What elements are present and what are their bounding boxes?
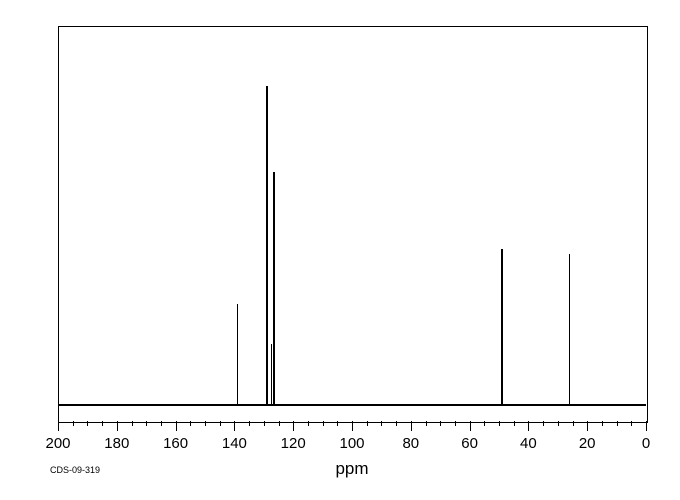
tick-minor — [381, 421, 382, 426]
tick-minor — [102, 421, 103, 426]
tick-label: 80 — [402, 435, 419, 452]
tick-minor — [455, 421, 456, 426]
tick-major — [587, 421, 588, 431]
tick-label: 100 — [339, 435, 364, 452]
spectrum-peak — [273, 172, 275, 404]
spectrum-baseline — [58, 404, 646, 406]
tick-minor — [279, 421, 280, 426]
spectrum-peak — [569, 254, 571, 404]
tick-label: 140 — [222, 435, 247, 452]
spectrum-peak — [501, 249, 503, 404]
spectrum-peak — [271, 344, 272, 404]
tick-label: 180 — [104, 435, 129, 452]
tick-label: 0 — [642, 435, 650, 452]
tick-major — [352, 421, 353, 431]
spectrum-container: 0 20 40 60 80 100 120 140 160 180 200 ppm CDS-09-3… — [0, 0, 680, 500]
tick-minor — [573, 421, 574, 426]
tick-minor — [337, 421, 338, 426]
tick-minor — [558, 421, 559, 426]
tick-minor — [367, 421, 368, 426]
plot-area — [58, 26, 648, 423]
tick-minor — [264, 421, 265, 426]
tick-minor — [484, 421, 485, 426]
tick-label: 20 — [579, 435, 596, 452]
tick-minor — [396, 421, 397, 426]
tick-label: 40 — [520, 435, 537, 452]
tick-minor — [308, 421, 309, 426]
tick-minor — [617, 421, 618, 426]
tick-minor — [249, 421, 250, 426]
tick-minor — [190, 421, 191, 426]
tick-minor — [161, 421, 162, 426]
tick-major — [646, 421, 647, 431]
tick-minor — [146, 421, 147, 426]
tick-major — [117, 421, 118, 431]
tick-minor — [323, 421, 324, 426]
spectrum-peak — [237, 304, 239, 404]
sample-id-label: CDS-09-319 — [50, 465, 100, 475]
tick-minor — [220, 421, 221, 426]
tick-minor — [440, 421, 441, 426]
tick-major — [293, 421, 294, 431]
tick-minor — [543, 421, 544, 426]
tick-label: 200 — [45, 435, 70, 452]
tick-minor — [73, 421, 74, 426]
tick-major — [176, 421, 177, 431]
tick-minor — [132, 421, 133, 426]
tick-major — [58, 421, 59, 431]
tick-label: 120 — [281, 435, 306, 452]
tick-label: 160 — [163, 435, 188, 452]
tick-major — [470, 421, 471, 431]
tick-minor — [87, 421, 88, 426]
tick-minor — [602, 421, 603, 426]
tick-minor — [499, 421, 500, 426]
tick-major — [234, 421, 235, 431]
tick-label: 60 — [461, 435, 478, 452]
tick-minor — [205, 421, 206, 426]
tick-minor — [514, 421, 515, 426]
tick-minor — [631, 421, 632, 426]
spectrum-peak — [266, 86, 268, 404]
tick-major — [528, 421, 529, 431]
tick-minor — [426, 421, 427, 426]
x-axis-label: ppm — [335, 459, 368, 479]
tick-major — [411, 421, 412, 431]
